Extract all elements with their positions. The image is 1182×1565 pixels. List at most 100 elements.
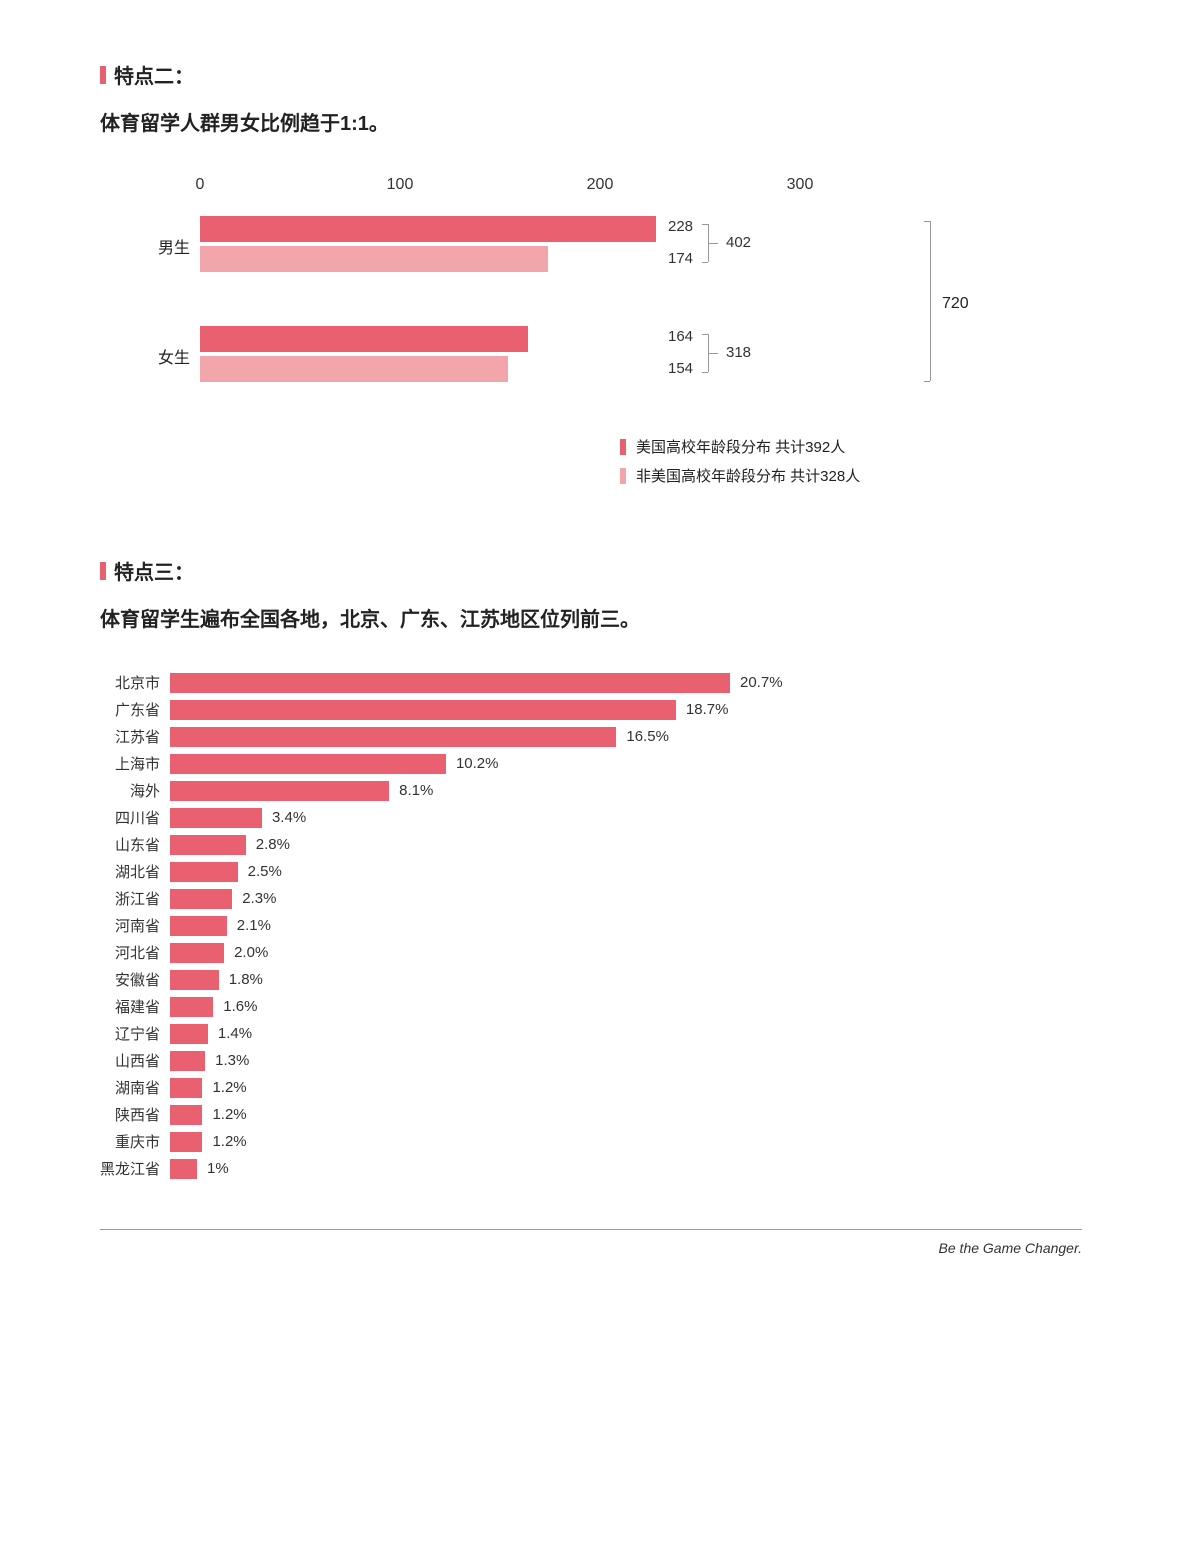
region-row: 重庆市 1.2% [100, 1131, 1082, 1152]
section-1-header: 特点二： [100, 60, 1082, 89]
region-label: 安徽省 [100, 969, 170, 990]
bar-zone: 1.8% [170, 970, 1082, 990]
region-label: 江苏省 [100, 726, 170, 747]
bar [170, 1132, 202, 1152]
footer-text: Be the Game Changer. [939, 1240, 1082, 1256]
bracket-line [708, 353, 718, 354]
legend-item: 非美国高校年龄段分布 共计328人 [620, 465, 1082, 486]
region-row: 黑龙江省1% [100, 1158, 1082, 1179]
anno-value: 164 [668, 328, 693, 345]
bar-zone: 1.4% [170, 1024, 1082, 1044]
region-value: 2.0% [234, 944, 268, 961]
bracket-line [930, 221, 931, 381]
region-row: 广东省 18.7% [100, 699, 1082, 720]
title-marker-icon [100, 562, 106, 580]
bar [170, 781, 389, 801]
bracket-line [702, 372, 708, 373]
region-row: 浙江省2.3% [100, 888, 1082, 909]
anno-grand-total: 720 [942, 295, 969, 313]
legend-swatch-icon [620, 439, 626, 455]
region-value: 2.5% [248, 863, 282, 880]
bar [170, 943, 224, 963]
region-label: 河北省 [100, 942, 170, 963]
bar-zone: 1.2% [170, 1078, 1082, 1098]
footer: Be the Game Changer. [100, 1229, 1082, 1256]
bar-zone: 1% [170, 1159, 1082, 1179]
region-row: 湖北省 2.5% [100, 861, 1082, 882]
region-row: 上海市10.2% [100, 753, 1082, 774]
bracket-line [924, 381, 930, 382]
anno-group-total: 318 [726, 344, 751, 361]
region-label: 上海市 [100, 753, 170, 774]
region-label: 湖北省 [100, 861, 170, 882]
bar-zone: 2.5% [170, 862, 1082, 882]
bar-pair [200, 216, 1082, 276]
bracket-line [702, 224, 708, 225]
bar [200, 326, 528, 352]
section-1-subtitle: 体育留学人群男女比例趋于1:1。 [100, 107, 1082, 136]
region-value: 2.8% [256, 836, 290, 853]
region-label: 广东省 [100, 699, 170, 720]
region-row: 湖南省1.2% [100, 1077, 1082, 1098]
region-row: 陕西省1.2% [100, 1104, 1082, 1125]
bracket-line [924, 221, 930, 222]
anno-value: 174 [668, 250, 693, 267]
region-row: 福建省 1.6% [100, 996, 1082, 1017]
region-label: 陕西省 [100, 1104, 170, 1125]
region-label: 浙江省 [100, 888, 170, 909]
bar [170, 727, 616, 747]
legend-swatch-icon [620, 468, 626, 484]
region-label: 河南省 [100, 915, 170, 936]
region-row: 江苏省 16.5% [100, 726, 1082, 747]
region-value: 20.7% [740, 674, 783, 691]
region-label: 重庆市 [100, 1131, 170, 1152]
bar-zone: 10.2% [170, 754, 1082, 774]
bar-zone: 18.7% [170, 700, 1082, 720]
region-row: 河南省2.1% [100, 915, 1082, 936]
bar-zone: 2.3% [170, 889, 1082, 909]
anno-value: 154 [668, 360, 693, 377]
region-row: 山东省 2.8% [100, 834, 1082, 855]
region-value: 8.1% [399, 782, 433, 799]
bar [170, 700, 676, 720]
region-row: 海外8.1% [100, 780, 1082, 801]
region-label: 山东省 [100, 834, 170, 855]
bar-zone: 1.6% [170, 997, 1082, 1017]
region-value: 16.5% [626, 728, 669, 745]
bar [200, 246, 548, 272]
bar [170, 808, 262, 828]
anno-group-total: 402 [726, 234, 751, 251]
legend-item: 美国高校年龄段分布 共计392人 [620, 436, 1082, 457]
anno-value: 228 [668, 218, 693, 235]
bar-zone: 3.4% [170, 808, 1082, 828]
region-value: 1.2% [212, 1133, 246, 1150]
bar [170, 970, 219, 990]
bar [170, 997, 213, 1017]
legend-label: 美国高校年龄段分布 共计392人 [636, 436, 845, 457]
y-label: 男生 [150, 234, 200, 258]
region-value: 18.7% [686, 701, 729, 718]
bar [170, 673, 730, 693]
region-row: 安徽省 1.8% [100, 969, 1082, 990]
region-label: 北京市 [100, 672, 170, 693]
bar [170, 835, 246, 855]
bar-zone: 2.8% [170, 835, 1082, 855]
region-value: 1.2% [212, 1079, 246, 1096]
bar-zone: 20.7% [170, 673, 1082, 693]
section-1-title: 特点二： [114, 60, 194, 89]
region-label: 福建省 [100, 996, 170, 1017]
region-value: 1.6% [223, 998, 257, 1015]
section-2-subtitle: 体育留学生遍布全国各地，北京、广东、江苏地区位列前三。 [100, 603, 1082, 632]
region-label: 辽宁省 [100, 1023, 170, 1044]
region-value: 1.8% [229, 971, 263, 988]
bar-zone: 1.2% [170, 1105, 1082, 1125]
region-value: 1.3% [215, 1052, 249, 1069]
title-marker-icon [100, 66, 106, 84]
region-value: 3.4% [272, 809, 306, 826]
bar [170, 889, 232, 909]
region-row: 辽宁省1.4% [100, 1023, 1082, 1044]
region-label: 四川省 [100, 807, 170, 828]
chart1-group: 男生 228 174 402 [150, 216, 1082, 276]
bar-zone: 2.1% [170, 916, 1082, 936]
bar [170, 1051, 205, 1071]
